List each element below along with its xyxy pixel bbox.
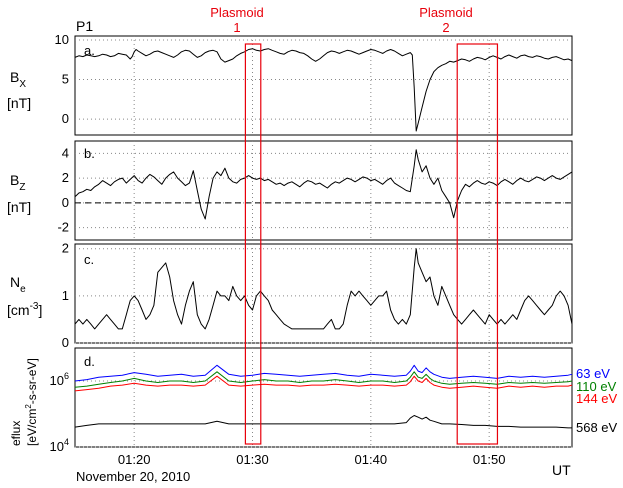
legend-110ev: 110 eV: [576, 379, 617, 394]
plasmoid-2-number: 2: [442, 20, 449, 35]
ytick-c-0: 2: [62, 241, 69, 256]
eflux-ylabel-line1: eflux: [9, 421, 23, 446]
series-d-2: [74, 375, 573, 392]
panel-a-label: a.: [84, 43, 95, 58]
ytick-b-3: -2: [57, 220, 69, 235]
ytick-d-1: 104: [50, 437, 69, 454]
plasmoid-1-number: 1: [233, 20, 240, 35]
legend-144ev: 144 eV: [576, 391, 618, 406]
panel-b-label: b.: [84, 146, 95, 161]
xtick-0: 01:20: [118, 452, 151, 467]
panel-b-frame: [74, 140, 573, 241]
ne-ylabel: Ne: [10, 274, 26, 295]
eflux-ylabel-line2: [eV/cm2-s-sr-eV]: [24, 358, 39, 446]
ytick-a-0: 10: [55, 32, 69, 47]
probe-label: P1: [76, 18, 93, 34]
plasmoid-boxes: [244, 43, 499, 445]
legend-63ev: 63 eV: [576, 366, 610, 381]
panel-c-label: c.: [84, 252, 94, 267]
bx-unit: [nT]: [7, 95, 31, 111]
ytick-exp-d-1: 4: [64, 437, 69, 447]
bx-ylabel: BX: [10, 69, 26, 90]
ne-unit: [cm-3]: [7, 301, 42, 318]
ytick-d-0: 106: [50, 371, 69, 388]
series-a-0: [74, 48, 573, 132]
series-d-0: [74, 364, 573, 382]
eflux-unit: [eV/cm2-s-sr-eV]: [24, 358, 39, 446]
ytick-c-1: 1: [62, 288, 69, 303]
ytick-b-2: 0: [62, 195, 69, 210]
series-c-0: [74, 248, 573, 330]
bz-unit: [nT]: [7, 199, 31, 215]
legend-568ev: 568 eV: [576, 420, 618, 435]
date-label: November 20, 2010: [76, 469, 190, 484]
series-b-0: [74, 149, 573, 220]
panel-d-label: d.: [84, 354, 95, 369]
ytick-c-2: 0: [62, 335, 69, 350]
ytick-a-1: 5: [62, 72, 69, 87]
bz-ylabel: BZ: [10, 172, 25, 193]
ytick-exp-d-0: 6: [64, 371, 69, 381]
panel-a-frame: [74, 35, 573, 136]
x-tick-labels: 01:20 01:30 01:40 01:50: [118, 452, 506, 467]
xtick-2: 01:40: [355, 452, 388, 467]
plasmoid-box-1: [244, 43, 262, 445]
ytick-base-d-1: 10: [50, 439, 64, 454]
x-unit-label: UT: [552, 462, 571, 478]
xtick-1: 01:30: [236, 452, 269, 467]
ytick-b-1: 2: [62, 170, 69, 185]
ytick-a-2: 0: [62, 111, 69, 126]
ytick-b-0: 4: [62, 145, 69, 160]
plasmoid-box-2: [456, 43, 499, 445]
series-layer: [74, 48, 573, 429]
plasmoid-1-label: Plasmoid: [210, 5, 263, 20]
series-d-1: [74, 371, 573, 388]
ytick-base-d-0: 10: [50, 373, 64, 388]
eflux-ylabel: eflux: [9, 421, 23, 446]
series-d-3: [74, 415, 572, 429]
plasmoid-2-label: Plasmoid: [419, 5, 472, 20]
xtick-3: 01:50: [473, 452, 506, 467]
